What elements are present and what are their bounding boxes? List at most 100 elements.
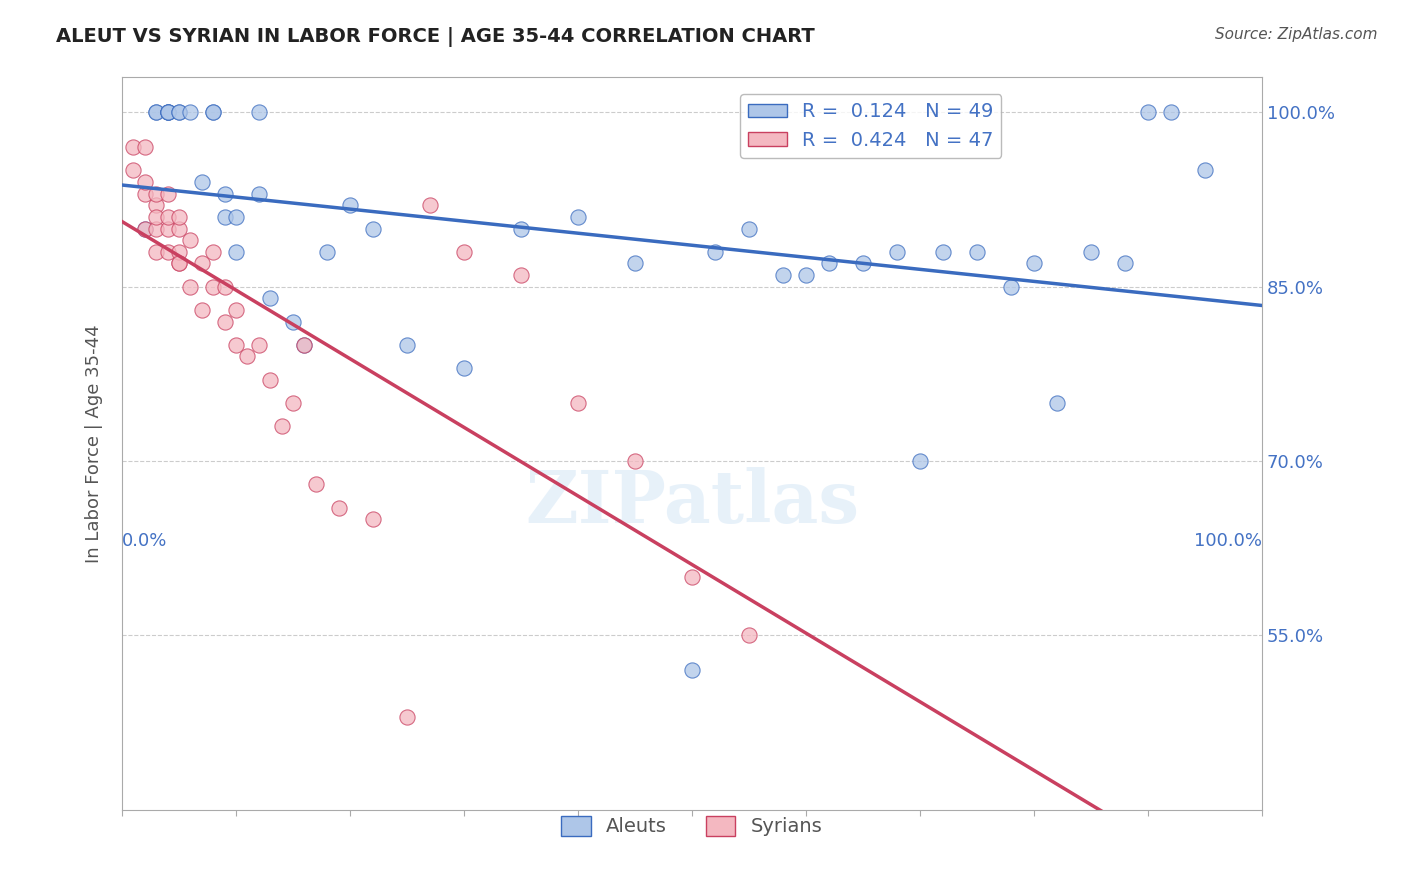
Legend: Aleuts, Syrians: Aleuts, Syrians	[554, 808, 830, 844]
Point	[247, 338, 270, 352]
Point	[361, 512, 384, 526]
Point	[191, 175, 214, 189]
Point	[259, 291, 281, 305]
Point	[167, 105, 190, 120]
Point	[932, 244, 955, 259]
Point	[510, 268, 533, 282]
Point	[156, 105, 179, 120]
Point	[122, 140, 145, 154]
Point	[167, 256, 190, 270]
Point	[294, 338, 316, 352]
Point	[214, 315, 236, 329]
Point	[453, 361, 475, 376]
Point	[1022, 256, 1045, 270]
Point	[134, 221, 156, 235]
Point	[567, 396, 589, 410]
Point	[772, 268, 794, 282]
Point	[167, 105, 190, 120]
Point	[145, 244, 167, 259]
Point	[156, 105, 179, 120]
Text: ALEUT VS SYRIAN IN LABOR FORCE | AGE 35-44 CORRELATION CHART: ALEUT VS SYRIAN IN LABOR FORCE | AGE 35-…	[56, 27, 815, 46]
Point	[361, 221, 384, 235]
Point	[202, 105, 225, 120]
Point	[179, 279, 201, 293]
Point	[966, 244, 988, 259]
Point	[179, 105, 201, 120]
Point	[225, 210, 247, 224]
Point	[134, 221, 156, 235]
Point	[681, 570, 703, 584]
Point	[339, 198, 361, 212]
Text: ZIPatlas: ZIPatlas	[524, 467, 859, 538]
Point	[908, 454, 931, 468]
Point	[453, 244, 475, 259]
Point	[225, 244, 247, 259]
Point	[886, 244, 908, 259]
Point	[247, 186, 270, 201]
Point	[624, 256, 647, 270]
Point	[214, 210, 236, 224]
Point	[145, 186, 167, 201]
Point	[156, 186, 179, 201]
Point	[145, 221, 167, 235]
Point	[247, 105, 270, 120]
Point	[294, 338, 316, 352]
Point	[817, 256, 839, 270]
Point	[156, 221, 179, 235]
Point	[510, 221, 533, 235]
Point	[703, 244, 725, 259]
Point	[281, 315, 304, 329]
Point	[145, 210, 167, 224]
Point	[236, 350, 259, 364]
Point	[1194, 163, 1216, 178]
Point	[328, 500, 350, 515]
Point	[1114, 256, 1136, 270]
Point	[167, 221, 190, 235]
Point	[214, 279, 236, 293]
Point	[156, 244, 179, 259]
Point	[134, 186, 156, 201]
Point	[852, 256, 875, 270]
Point	[305, 477, 328, 491]
Point	[419, 198, 441, 212]
Point	[134, 140, 156, 154]
Point	[1080, 244, 1102, 259]
Point	[567, 210, 589, 224]
Point	[202, 244, 225, 259]
Point	[316, 244, 339, 259]
Point	[681, 663, 703, 677]
Point	[202, 279, 225, 293]
Point	[167, 256, 190, 270]
Point	[395, 338, 418, 352]
Point	[145, 198, 167, 212]
Point	[156, 105, 179, 120]
Point	[145, 105, 167, 120]
Point	[225, 302, 247, 317]
Point	[145, 105, 167, 120]
Text: 0.0%: 0.0%	[122, 532, 167, 549]
Point	[191, 256, 214, 270]
Point	[214, 186, 236, 201]
Point	[122, 163, 145, 178]
Point	[738, 628, 761, 642]
Point	[1160, 105, 1182, 120]
Point	[167, 244, 190, 259]
Point	[395, 710, 418, 724]
Point	[738, 221, 761, 235]
Text: Source: ZipAtlas.com: Source: ZipAtlas.com	[1215, 27, 1378, 42]
Point	[225, 338, 247, 352]
Text: 100.0%: 100.0%	[1194, 532, 1263, 549]
Point	[202, 105, 225, 120]
Point	[281, 396, 304, 410]
Point	[270, 419, 292, 434]
Point	[624, 454, 647, 468]
Y-axis label: In Labor Force | Age 35-44: In Labor Force | Age 35-44	[86, 325, 103, 563]
Point	[191, 302, 214, 317]
Point	[179, 233, 201, 247]
Point	[259, 373, 281, 387]
Point	[1046, 396, 1069, 410]
Point	[156, 105, 179, 120]
Point	[134, 175, 156, 189]
Point	[167, 210, 190, 224]
Point	[1000, 279, 1022, 293]
